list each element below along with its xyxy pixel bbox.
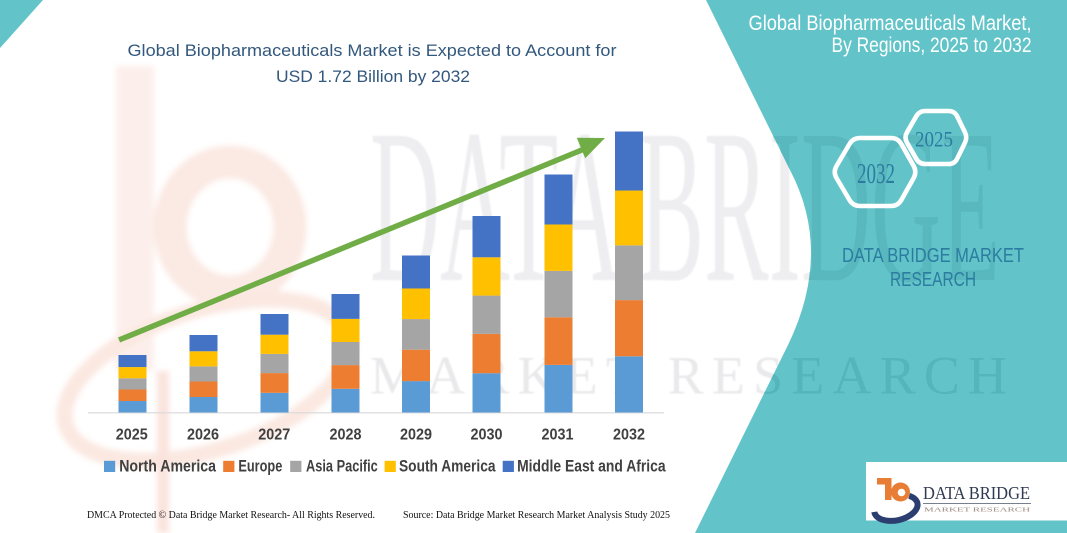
svg-text:MARKET RESEARCH: MARKET RESEARCH	[924, 508, 1031, 514]
svg-text:Source: Data Bridge Market Res: Source: Data Bridge Market Research Mark…	[403, 509, 670, 521]
svg-text:2025: 2025	[116, 427, 148, 444]
svg-text:2032: 2032	[857, 159, 895, 190]
svg-text:South America: South America	[399, 458, 496, 476]
svg-text:By Regions, 2025 to 2032: By Regions, 2025 to 2032	[832, 34, 1032, 57]
svg-text:2025: 2025	[915, 127, 953, 152]
svg-text:2032: 2032	[613, 427, 645, 444]
svg-text:DATA BRIDGE MARKET: DATA BRIDGE MARKET	[842, 245, 1024, 267]
svg-text:2027: 2027	[258, 427, 290, 444]
svg-text:North America: North America	[119, 458, 216, 476]
svg-text:2028: 2028	[330, 427, 362, 444]
svg-text:DATA BRIDGE: DATA BRIDGE	[923, 483, 1030, 503]
svg-text:DMCA Protected © Data Bridge M: DMCA Protected © Data Bridge Market Rese…	[87, 509, 375, 521]
svg-text:2029: 2029	[400, 427, 432, 444]
svg-text:RESEARCH: RESEARCH	[890, 269, 976, 291]
svg-text:2031: 2031	[542, 427, 574, 444]
svg-text:USD 1.72 Billion by 2032: USD 1.72 Billion by 2032	[276, 67, 470, 86]
svg-text:2030: 2030	[471, 427, 503, 444]
svg-text:2026: 2026	[187, 427, 219, 444]
svg-text:Europe: Europe	[238, 458, 282, 476]
svg-text:Global Biopharmaceuticals Mark: Global Biopharmaceuticals Market is Expe…	[128, 41, 617, 60]
svg-text:Middle East and Africa: Middle East and Africa	[517, 458, 666, 476]
svg-text:Asia Pacific: Asia Pacific	[306, 458, 378, 476]
svg-text:Global Biopharmaceuticals Mark: Global Biopharmaceuticals Market,	[749, 12, 1032, 35]
